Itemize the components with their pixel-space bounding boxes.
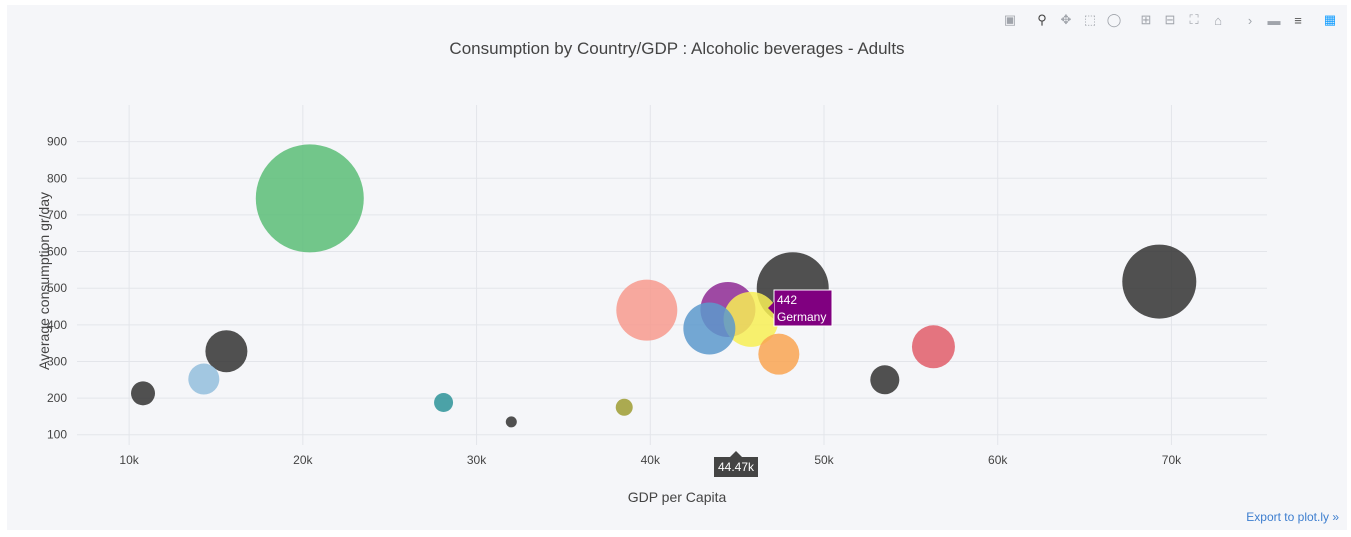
x-tick-labels: 10k 20k 30k 40k 50k 60k 70k [119, 453, 1182, 467]
y-tick-label: 500 [47, 281, 67, 295]
lasso-icon[interactable]: ◯ [1106, 12, 1122, 27]
bubble-point[interactable] [131, 381, 156, 406]
reset-axes-icon[interactable]: ⌂ [1214, 12, 1222, 28]
hover-x-label-text: 44.47k [718, 460, 755, 474]
box-select-icon[interactable]: ⬚ [1083, 12, 1097, 27]
hover-closest-icon[interactable]: ▬ [1267, 12, 1281, 28]
chart-svg[interactable]: Consumption by Country/GDP : Alcoholic b… [7, 5, 1347, 530]
y-tick-label: 200 [47, 391, 67, 405]
bubble-point[interactable] [616, 279, 678, 341]
export-link[interactable]: Export to plot.ly » [1246, 510, 1339, 524]
x-tick-label: 30k [467, 453, 487, 467]
hover-x-label: 44.47k [714, 451, 758, 477]
chart-container: Consumption by Country/GDP : Alcoholic b… [7, 5, 1347, 530]
bubble-point[interactable] [188, 363, 220, 395]
bubble-point[interactable] [683, 302, 736, 355]
modebar: ▣ ⚲ ✥ ⬚ ◯ ⊞ ⊟ ⛶ ⌂ › ▬ ≡ ▦ [1001, 11, 1339, 29]
y-tick-label: 400 [47, 318, 67, 332]
plotly-logo-icon[interactable]: ▦ [1323, 12, 1337, 27]
spike-lines-icon[interactable]: › [1247, 12, 1253, 28]
y-tick-label: 700 [47, 208, 67, 222]
bubble-point[interactable] [911, 325, 955, 369]
x-tick-label: 70k [1162, 453, 1182, 467]
y-tick-label: 600 [47, 245, 67, 259]
bubble-point[interactable] [758, 333, 800, 375]
chart-title: Consumption by Country/GDP : Alcoholic b… [449, 39, 904, 58]
autoscale-icon[interactable]: ⛶ [1189, 12, 1199, 27]
y-tick-label: 300 [47, 354, 67, 368]
x-tick-label: 20k [293, 453, 313, 467]
x-tick-label: 40k [641, 453, 661, 467]
hover-country: Germany [777, 310, 826, 324]
y-axis-title: Average consumption gr/day [36, 192, 52, 370]
hover-compare-icon[interactable]: ≡ [1294, 12, 1302, 28]
hover-tooltip: 442 Germany [768, 289, 833, 327]
y-tick-label: 100 [47, 428, 67, 442]
pan-icon[interactable]: ✥ [1060, 12, 1072, 27]
zoom-in-icon[interactable]: ⊞ [1140, 12, 1152, 27]
hover-value: 442 [777, 293, 797, 307]
y-tick-label: 800 [47, 171, 67, 185]
x-tick-label: 50k [814, 453, 834, 467]
bubble-point[interactable] [505, 416, 517, 428]
bubble-point[interactable] [434, 393, 454, 412]
gridlines [77, 105, 1267, 445]
bubble-point[interactable] [255, 144, 364, 253]
y-tick-label: 900 [47, 135, 67, 149]
bubble-point[interactable] [870, 365, 900, 395]
camera-icon[interactable]: ▣ [1003, 12, 1017, 27]
bubble-point[interactable] [1122, 244, 1197, 319]
x-tick-label: 10k [119, 453, 139, 467]
bubble-point[interactable] [723, 291, 779, 347]
zoom-icon[interactable]: ⚲ [1037, 12, 1047, 27]
bubble-point[interactable] [205, 330, 248, 373]
x-tick-label: 60k [988, 453, 1008, 467]
y-tick-labels: 100 200 300 400 500 600 700 800 900 [47, 135, 67, 442]
bubble-point[interactable] [615, 398, 633, 416]
bubbles-layer[interactable] [131, 144, 1197, 428]
zoom-out-icon[interactable]: ⊟ [1164, 12, 1176, 27]
x-axis-title: GDP per Capita [628, 489, 727, 505]
